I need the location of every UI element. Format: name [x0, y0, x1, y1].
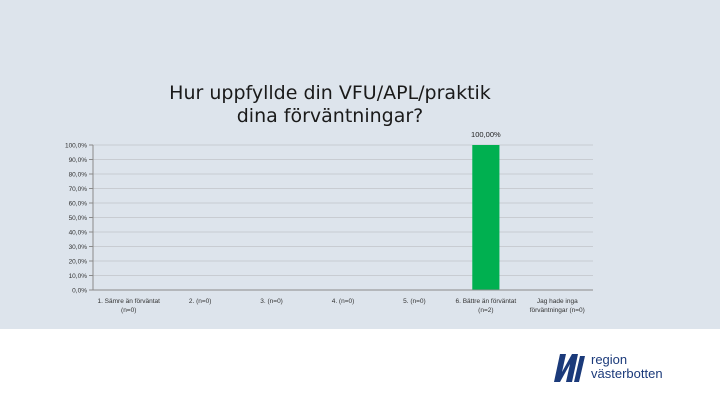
logo-line-2: västerbotten	[591, 366, 663, 381]
x-tick-label: förväntningar (n=0)	[530, 307, 585, 314]
x-tick-label: (n=0)	[121, 307, 136, 314]
bar-chart: 0,0% 10,0% 20,0% 30,0% 40,0% 50,0% 60,0% 70,0% 8…	[65, 130, 593, 314]
y-tick-label: 40,0%	[69, 230, 88, 237]
x-tick-label: 6. Bättre än förväntat	[456, 298, 517, 305]
logo-line-1: region	[591, 352, 628, 367]
y-tick-label: 70,0%	[69, 186, 88, 193]
bar	[472, 145, 500, 290]
data-label: 100,00%	[471, 130, 501, 139]
x-tick-label: 4. (n=0)	[332, 298, 355, 305]
y-tick-label: 80,0%	[69, 172, 88, 179]
region-vasterbotten-logo-icon	[554, 354, 585, 382]
x-tick-label: 1. Sämre än förväntat	[97, 298, 160, 305]
x-tick-label: (n=2)	[478, 307, 493, 314]
y-tick-label: 10,0%	[69, 273, 88, 280]
y-tick-label: 50,0%	[69, 215, 88, 222]
x-tick-label: 3. (n=0)	[260, 298, 283, 305]
x-tick-label: 5. (n=0)	[403, 298, 426, 305]
y-tick-label: 20,0%	[69, 259, 88, 266]
x-tick-label: 2. (n=0)	[189, 298, 212, 305]
y-tick-label: 100,0%	[65, 143, 87, 150]
y-tick-label: 90,0%	[69, 157, 88, 164]
y-tick-label: 30,0%	[69, 244, 88, 251]
slide-background	[0, 0, 720, 329]
region-vasterbotten-logo: region västerbotten	[552, 350, 663, 384]
chart-title: Hur uppfyllde din VFU/APL/praktik dina f…	[169, 82, 491, 127]
y-tick-label: 0,0%	[72, 288, 87, 295]
x-tick-label: Jag hade inga	[537, 298, 578, 305]
y-tick-label: 60,0%	[69, 201, 88, 208]
